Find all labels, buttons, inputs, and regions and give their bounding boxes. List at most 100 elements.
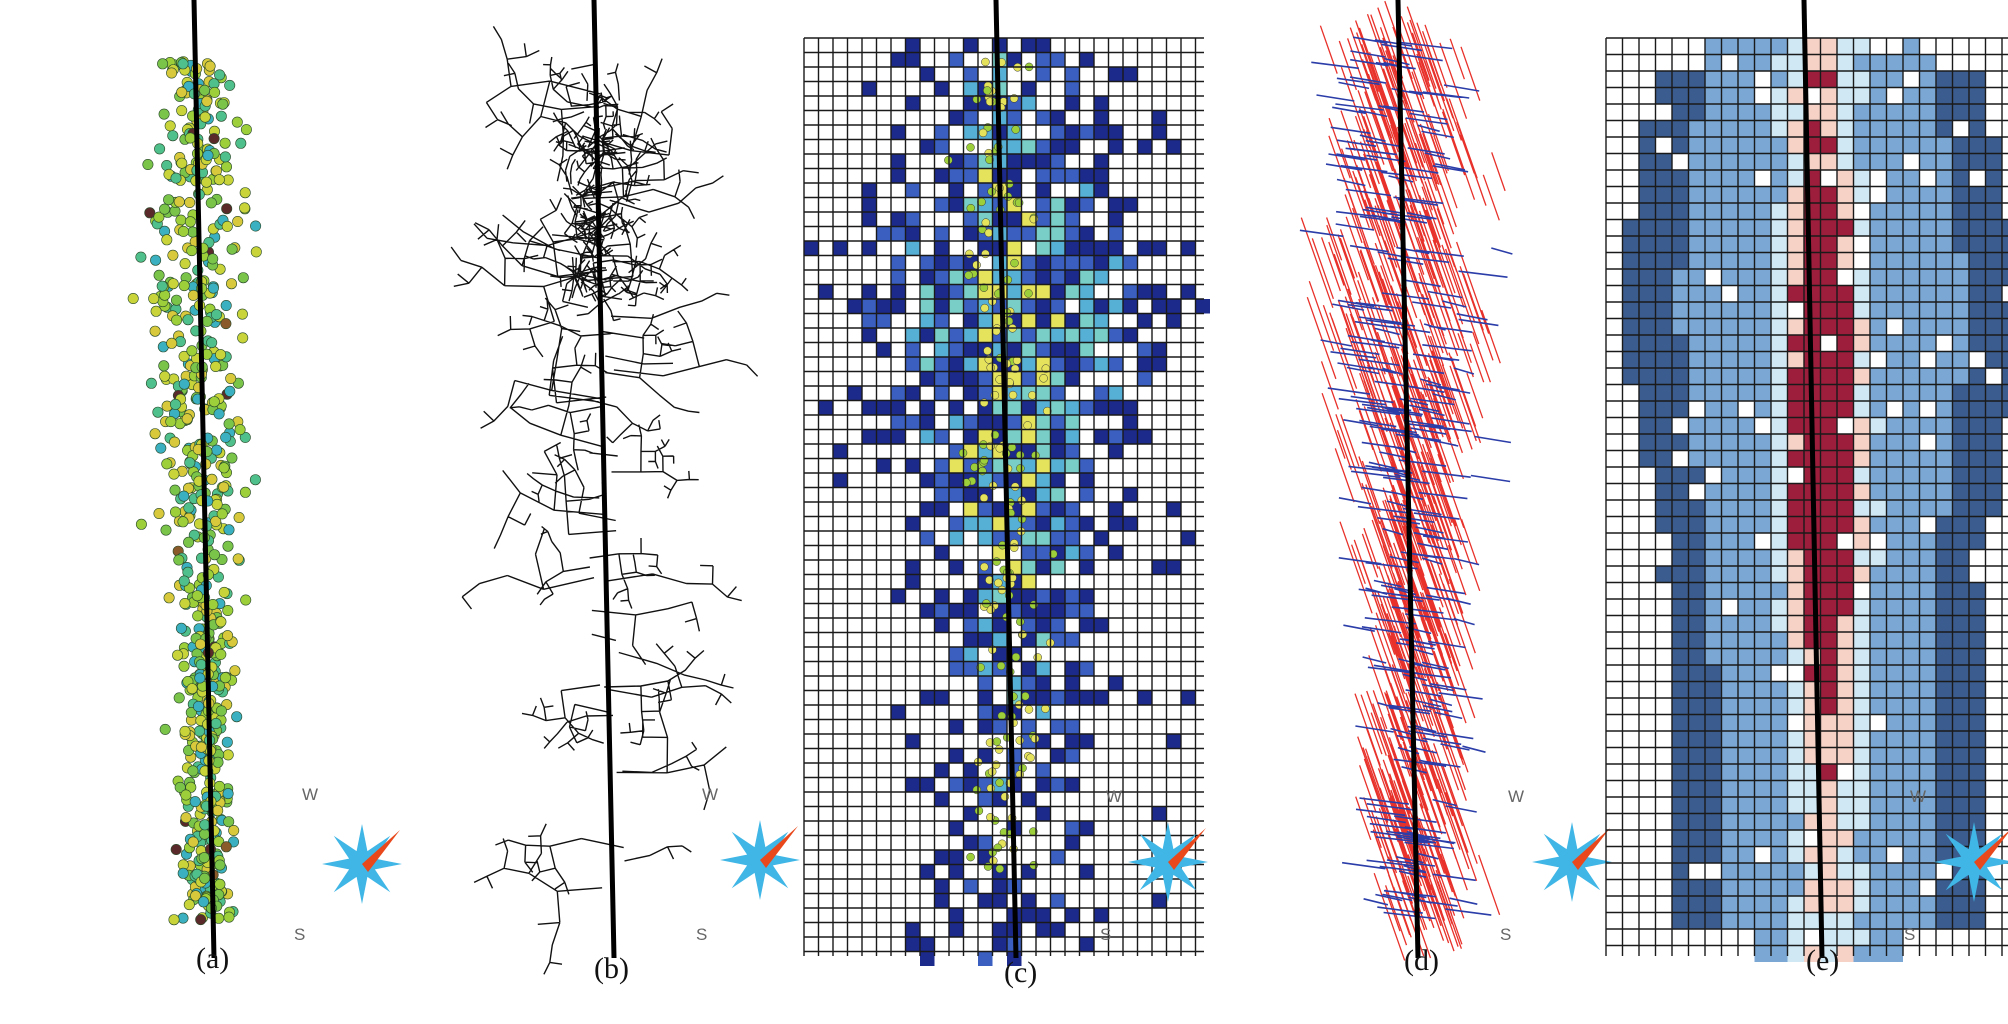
density-cell (978, 618, 993, 633)
event-dot (219, 137, 231, 149)
srv-cell (1837, 714, 1854, 731)
srv-cell (1771, 434, 1788, 451)
srv-cell (1870, 269, 1887, 286)
srv-cell (1672, 830, 1689, 847)
srv-cell (1721, 219, 1738, 236)
srv-cell (1787, 615, 1804, 632)
srv-cell (1969, 467, 1986, 484)
srv-cell (1886, 549, 1903, 566)
srv-cell (1688, 780, 1705, 797)
srv-cell (1738, 516, 1755, 533)
srv-cell (1705, 747, 1722, 764)
srv-cell (1903, 516, 1920, 533)
density-cell (1108, 400, 1123, 415)
event-dot (215, 110, 227, 122)
event-dot (159, 723, 171, 735)
srv-cell (1952, 681, 1969, 698)
srv-cell (1886, 203, 1903, 220)
density-cell (1050, 168, 1065, 183)
srv-cell (1886, 681, 1903, 698)
event-dot (220, 299, 232, 311)
density-cell (934, 386, 949, 401)
srv-cell (1952, 714, 1969, 731)
density-cell (905, 328, 920, 343)
srv-cell (1738, 714, 1755, 731)
srv-cell (1688, 318, 1705, 335)
srv-cell (1705, 731, 1722, 748)
srv-cell (1837, 71, 1854, 88)
srv-cell (1787, 153, 1804, 170)
srv-cell (1688, 368, 1705, 385)
density-cell (1123, 67, 1138, 82)
srv-cell (1738, 285, 1755, 302)
srv-cell (1787, 170, 1804, 187)
event-dot (170, 398, 182, 410)
density-cell (1050, 110, 1065, 125)
event-dot (215, 648, 227, 660)
srv-cell (1919, 648, 1936, 665)
event-dot (180, 812, 192, 824)
density-cell (978, 328, 993, 343)
srv-cell (1903, 236, 1920, 253)
srv-cell (1969, 797, 1986, 814)
density-cell (1065, 632, 1080, 647)
density-cell (963, 415, 978, 430)
density-cell (1094, 618, 1109, 633)
density-cell (1065, 342, 1080, 357)
srv-cell (1688, 698, 1705, 715)
srv-cell (1820, 582, 1837, 599)
event-dot (199, 819, 211, 831)
density-cell (978, 748, 993, 763)
srv-cell (1787, 104, 1804, 121)
event-dot (981, 249, 990, 259)
srv-cell (1705, 549, 1722, 566)
srv-cell (1870, 615, 1887, 632)
srv-cell (1820, 219, 1837, 236)
event-dot (178, 660, 190, 672)
density-cell (905, 560, 920, 575)
event-dot (236, 308, 248, 320)
srv-cell (1969, 681, 1986, 698)
srv-cell (1936, 203, 1953, 220)
event-dot (214, 878, 226, 890)
srv-cell (1919, 714, 1936, 731)
srv-cell (1672, 582, 1689, 599)
density-cell (1021, 299, 1036, 314)
srv-cell (1655, 219, 1672, 236)
density-cell (1079, 603, 1094, 618)
density-cell (891, 125, 906, 140)
srv-cell (1820, 549, 1837, 566)
density-cell (934, 139, 949, 154)
srv-cell (1820, 945, 1837, 962)
srv-cell (1705, 632, 1722, 649)
srv-cell (1903, 302, 1920, 319)
srv-cell (1820, 203, 1837, 220)
event-dot (214, 859, 226, 871)
srv-cell (1655, 236, 1672, 253)
density-cell (905, 777, 920, 792)
density-cell (891, 270, 906, 285)
event-dot (999, 828, 1009, 837)
srv-cell (1853, 269, 1870, 286)
density-cell (934, 342, 949, 357)
srv-cell (1936, 648, 1953, 665)
srv-cell (1870, 467, 1887, 484)
srv-cell (1903, 632, 1920, 649)
srv-cell (1639, 450, 1656, 467)
density-cell (1166, 139, 1181, 154)
srv-cell (1688, 335, 1705, 352)
srv-cell (1688, 797, 1705, 814)
srv-cell (1886, 252, 1903, 269)
event-dot (195, 659, 207, 671)
srv-cell (1787, 87, 1804, 104)
density-cell (833, 444, 848, 459)
event-dot (150, 305, 162, 317)
srv-cell (1754, 401, 1771, 418)
density-cell (1065, 516, 1080, 531)
density-cell (978, 168, 993, 183)
event-dot (995, 444, 1005, 453)
srv-cell (1721, 665, 1738, 682)
srv-cell (1738, 467, 1755, 484)
srv-cell (1639, 236, 1656, 253)
density-cell (1152, 241, 1167, 256)
